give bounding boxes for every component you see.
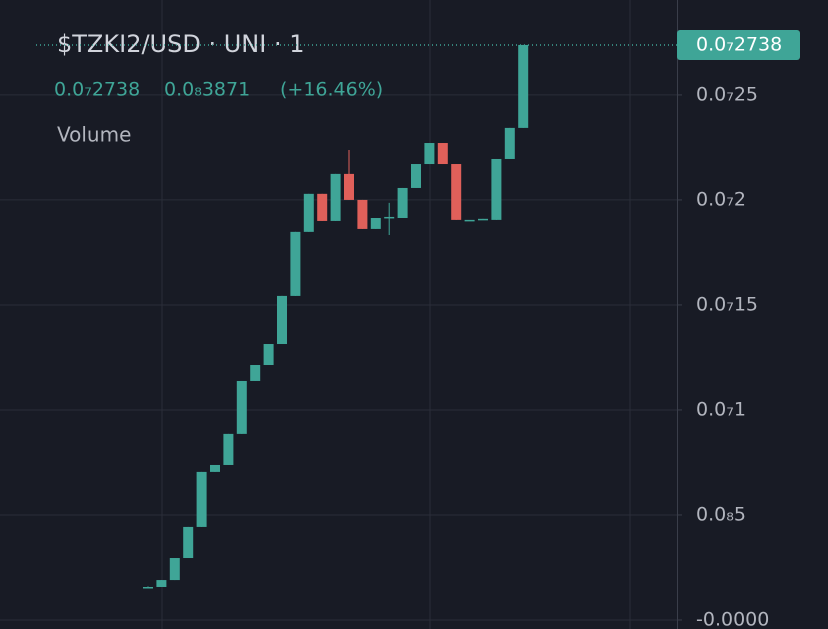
last-price-label: 0.0₇2738 <box>696 33 782 55</box>
candle-body <box>330 173 341 221</box>
candle-body <box>223 433 234 465</box>
candle-body <box>464 219 475 222</box>
candle-body <box>411 164 421 188</box>
candle-body <box>196 471 207 527</box>
candle-body <box>344 173 354 200</box>
candle-body <box>156 580 167 587</box>
candle-body <box>183 526 194 559</box>
candle-body <box>518 44 529 128</box>
y-tick-label: 0.0₈5 <box>696 503 746 525</box>
candle-body <box>250 365 261 381</box>
candle-body <box>210 464 220 472</box>
candle-body <box>384 216 395 219</box>
candle-body <box>277 295 287 345</box>
plot <box>0 44 677 621</box>
chart-title: $TZKI2/USD · UNI · 1 <box>57 30 304 58</box>
candle-body <box>451 164 462 220</box>
legend-last: 0.0₇2738 <box>54 79 140 101</box>
candle-body <box>357 199 368 229</box>
candle-body <box>504 127 515 159</box>
candle-body <box>317 193 328 221</box>
candle-body <box>236 380 247 434</box>
legend-change: 0.0₈3871 <box>164 79 250 101</box>
y-tick-label: 0.0₇2 <box>696 188 746 210</box>
candle-body <box>370 217 381 229</box>
candle-body <box>263 344 274 366</box>
candle-body <box>437 143 448 165</box>
candle-body <box>290 231 301 296</box>
legend-change-pct: (+16.46%) <box>280 79 383 101</box>
candle-body <box>491 158 502 220</box>
candle-body <box>169 558 180 581</box>
y-tick-label: 0.0₇1 <box>696 398 746 420</box>
candle-body <box>424 143 435 165</box>
y-tick-label: -0.0000 <box>696 608 769 629</box>
candle-body <box>143 586 153 589</box>
y-tick-label: 0.0₇15 <box>696 293 758 315</box>
candle-body <box>478 218 488 221</box>
candle-body <box>303 193 314 232</box>
candle-body <box>397 187 408 218</box>
last-price-tag <box>677 29 800 60</box>
indicator-label: Volume <box>57 123 131 147</box>
y-tick-label: 0.0₇25 <box>696 83 758 105</box>
